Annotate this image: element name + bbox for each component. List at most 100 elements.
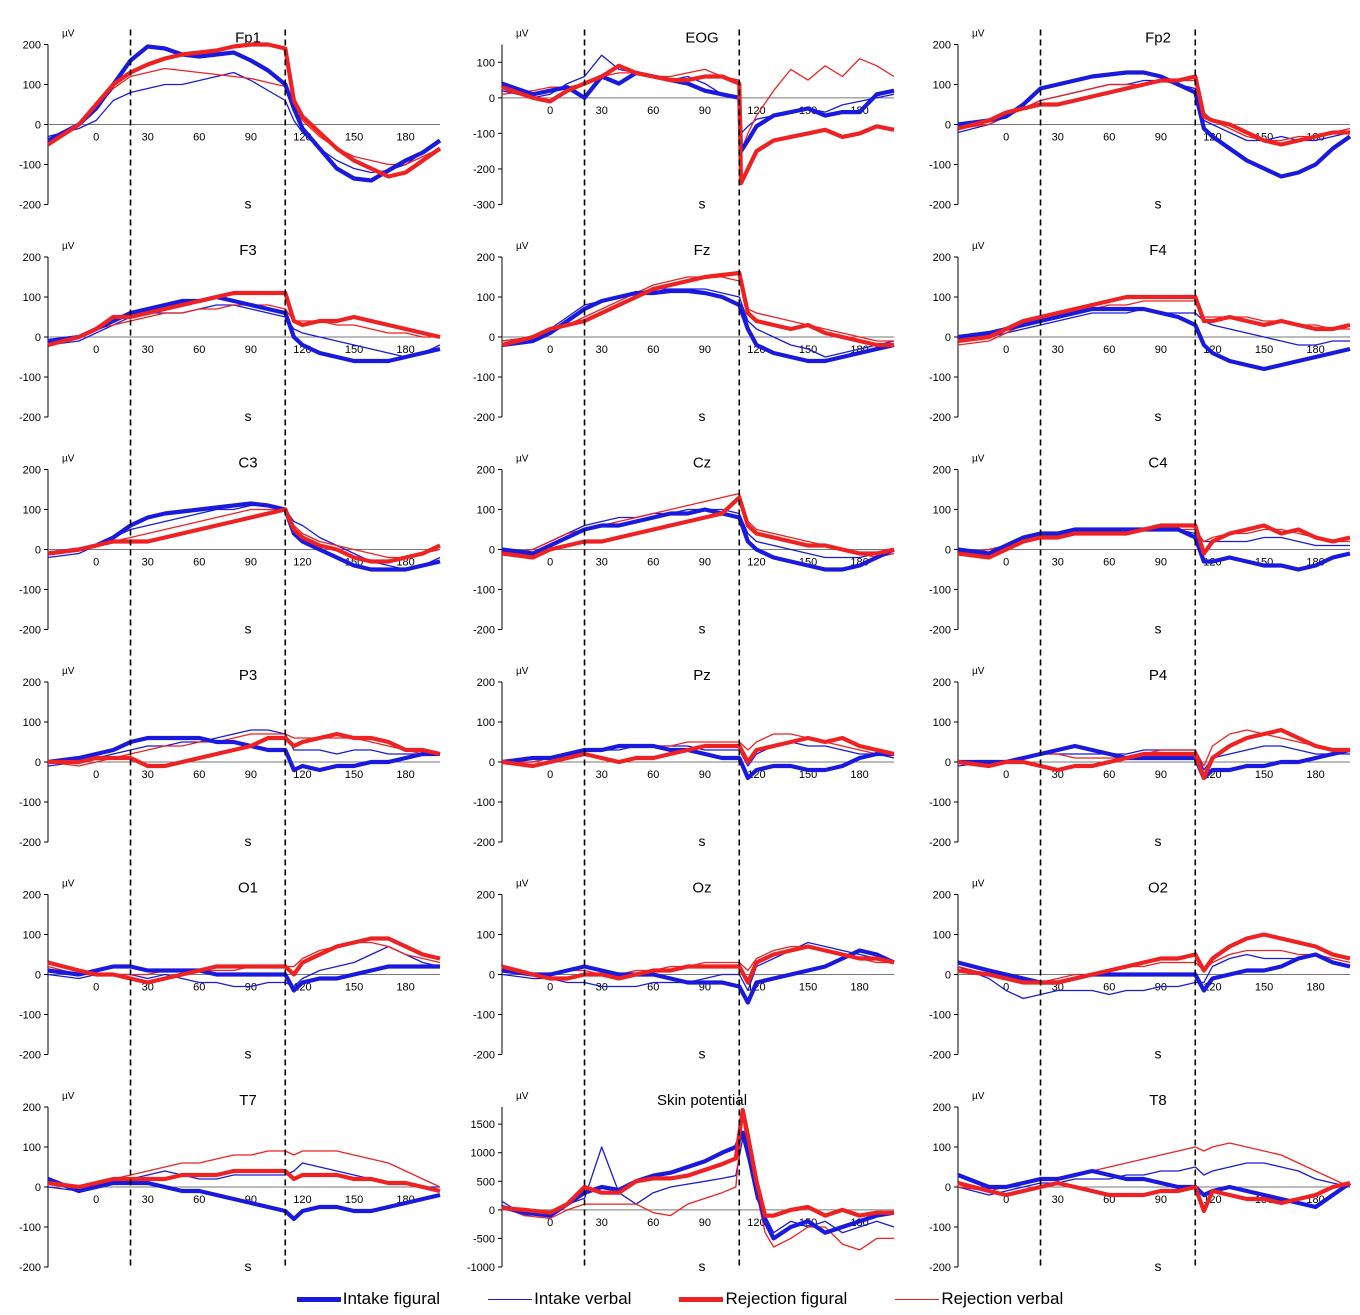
y-tick-label-o1: 0 — [35, 970, 41, 982]
y-unit-label-c4: µV — [972, 454, 985, 465]
series-rejection-verbal-c3 — [47, 508, 441, 559]
series-intake-verbal-oz — [501, 941, 895, 992]
y-unit-label-fz: µV — [516, 241, 529, 252]
panel-title-fp1: Fp1 — [235, 30, 261, 47]
y-tick-label-p4: -100 — [929, 797, 951, 809]
x-tick-label-skin-potential: 0 — [547, 1217, 553, 1229]
x-unit-label-o1: s — [245, 1046, 252, 1062]
x-tick-label-f4: 90 — [1155, 344, 1167, 356]
x-tick-label-o1: 150 — [345, 982, 363, 994]
x-tick-label-skin-potential: 60 — [647, 1217, 659, 1229]
x-tick-label-o2: 180 — [1306, 982, 1324, 994]
x-tick-label-f3: 0 — [93, 344, 99, 356]
y-tick-label-p4: 100 — [933, 717, 951, 729]
x-tick-label-oz: 30 — [596, 982, 608, 994]
x-tick-label-o2: 90 — [1155, 982, 1167, 994]
x-tick-label-o2: 60 — [1103, 982, 1115, 994]
y-tick-label-p4: -200 — [929, 837, 951, 849]
x-tick-label-eog: 30 — [596, 105, 608, 117]
series-rejection-figural-fp1 — [46, 42, 442, 179]
x-tick-label-eog: 60 — [647, 105, 659, 117]
series-rejection-figural-t7 — [47, 1168, 441, 1194]
y-tick-label-f3: 100 — [23, 292, 41, 304]
y-tick-label-cz: -100 — [473, 585, 495, 597]
x-tick-label-oz: 60 — [647, 982, 659, 994]
y-tick-label-c4: 100 — [933, 505, 951, 517]
panel-title-f4: F4 — [1149, 242, 1167, 259]
y-tick-label-fp1: 0 — [35, 120, 41, 132]
y-tick-label-p3: -200 — [19, 837, 41, 849]
x-tick-label-p4: 0 — [1003, 769, 1009, 781]
series-intake-figural-eog — [501, 70, 895, 154]
y-unit-label-c3: µV — [62, 454, 75, 465]
x-tick-label-t8: 90 — [1155, 1194, 1167, 1206]
y-tick-label-f4: 200 — [933, 252, 951, 264]
x-tick-label-t7: 30 — [142, 1194, 154, 1206]
panel-title-eog: EOG — [685, 30, 718, 47]
y-tick-label-c3: -200 — [19, 625, 41, 637]
series-rejection-figural-eog — [501, 63, 895, 186]
x-tick-label-cz: 90 — [699, 557, 711, 569]
y-tick-label-o2: 200 — [933, 890, 951, 902]
panel-title-pz: Pz — [693, 667, 711, 684]
series-rejection-figural-p4 — [957, 727, 1350, 781]
y-unit-label-skin-potential: µV — [516, 1091, 529, 1102]
x-tick-label-f4: 0 — [1003, 344, 1009, 356]
x-tick-label-c4: 0 — [1003, 557, 1009, 569]
y-tick-label-cz: -200 — [473, 625, 495, 637]
x-tick-label-o1: 60 — [193, 982, 205, 994]
series-rejection-verbal-fp1 — [47, 67, 441, 166]
x-tick-label-p3: 60 — [193, 769, 205, 781]
y-tick-label-c4: -100 — [929, 585, 951, 597]
series-intake-figural-fz — [501, 288, 895, 364]
x-tick-label-c4: 60 — [1103, 557, 1115, 569]
series-rejection-figural-fp2 — [957, 74, 1350, 147]
x-tick-label-eog: 90 — [699, 105, 711, 117]
y-tick-label-o1: -100 — [19, 1010, 41, 1022]
y-tick-label-oz: -100 — [473, 1010, 495, 1022]
series-rejection-verbal-p3 — [47, 733, 440, 767]
x-tick-label-o1: 180 — [396, 982, 414, 994]
y-tick-label-fp2: 100 — [933, 80, 951, 92]
series-intake-figural-t7 — [47, 1177, 441, 1222]
series-rejection-figural-c4 — [957, 523, 1351, 560]
y-tick-label-eog: 100 — [477, 57, 495, 69]
y-tick-label-fp1: -100 — [19, 160, 41, 172]
y-tick-label-t7: -200 — [19, 1262, 41, 1274]
y-unit-label-fp1: µV — [62, 29, 75, 40]
y-tick-label-o2: -200 — [929, 1050, 951, 1062]
y-tick-label-c4: 200 — [933, 465, 951, 477]
panel-title-f3: F3 — [239, 242, 257, 259]
x-tick-label-o2: 0 — [1003, 982, 1009, 994]
series-intake-verbal-fp1 — [47, 71, 441, 174]
y-unit-label-pz: µV — [516, 666, 529, 677]
y-tick-label-t8: -200 — [929, 1262, 951, 1274]
y-tick-label-fz: 100 — [477, 292, 495, 304]
y-tick-label-f3: 200 — [23, 252, 41, 264]
y-tick-label-oz: -200 — [473, 1050, 495, 1062]
x-tick-label-fz: 150 — [799, 344, 817, 356]
panel-title-fp2: Fp2 — [1145, 30, 1171, 47]
y-tick-label-fp2: 0 — [945, 120, 951, 132]
legend-swatch-rejection-verbal — [895, 1298, 940, 1300]
series-rejection-figural-f4 — [957, 294, 1351, 344]
series-rejection-figural-pz — [501, 735, 895, 769]
y-unit-label-fp2: µV — [972, 29, 985, 40]
legend-swatch-rejection-figural — [679, 1296, 724, 1302]
series-intake-verbal-p3 — [47, 729, 440, 767]
panel-title-t7: T7 — [239, 1092, 257, 1109]
x-tick-label-c3: 120 — [293, 557, 311, 569]
x-tick-label-fz: 90 — [699, 344, 711, 356]
x-tick-label-o1: 30 — [142, 982, 154, 994]
x-unit-label-fp2: s — [1155, 196, 1162, 212]
legend: Intake figural Intake verbal Rejection f… — [0, 1286, 1360, 1312]
y-tick-label-skin-potential: 1000 — [471, 1148, 495, 1160]
y-unit-label-t8: µV — [972, 1091, 985, 1102]
y-tick-label-pz: 200 — [477, 677, 495, 689]
x-unit-label-p4: s — [1155, 833, 1162, 849]
x-tick-label-p4: 180 — [1306, 769, 1324, 781]
x-unit-label-fz: s — [699, 408, 706, 424]
panel-title-p4: P4 — [1149, 667, 1167, 684]
x-tick-label-p4: 60 — [1103, 769, 1115, 781]
y-tick-label-skin-potential: 1500 — [471, 1119, 495, 1131]
